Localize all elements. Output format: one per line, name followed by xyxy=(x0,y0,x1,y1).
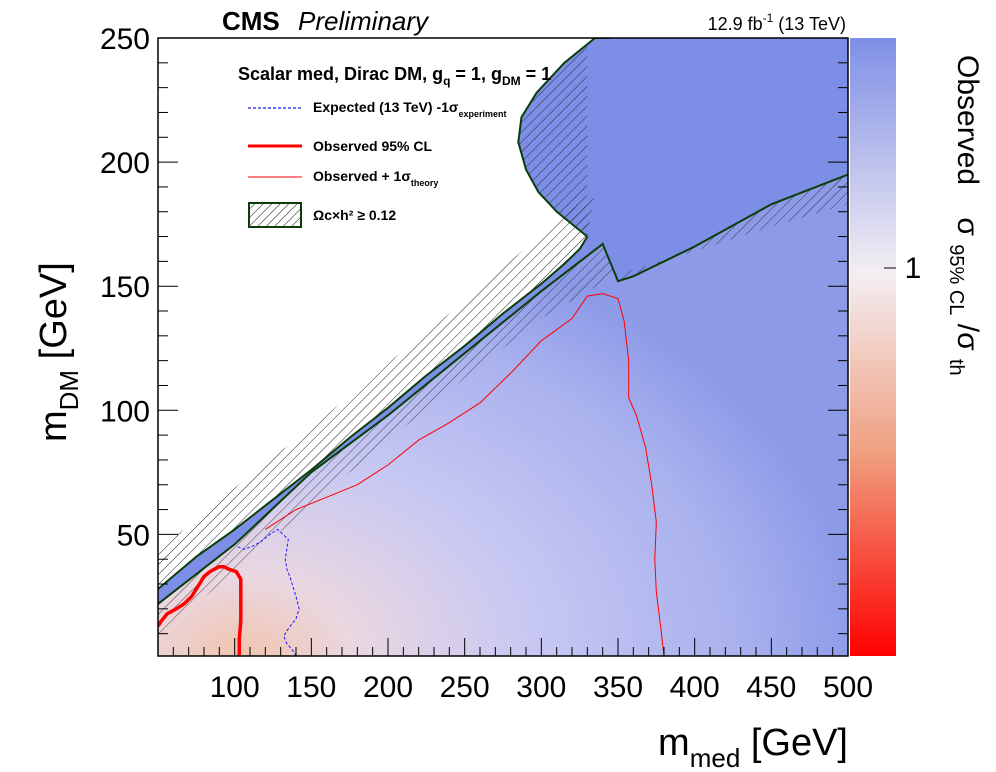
y-tick-label: 200 xyxy=(100,147,150,180)
y-tick-label: 50 xyxy=(117,519,150,552)
y-tick-label: 100 xyxy=(100,395,150,428)
x-tick-label: 500 xyxy=(823,671,873,704)
legend-entry-expected: Expected (13 TeV) -1σexperiment xyxy=(313,99,507,119)
legend-entry-relic: Ωc×h² ≥ 0.12 xyxy=(313,207,396,223)
x-tick-label: 300 xyxy=(516,671,566,704)
plot-frame xyxy=(157,37,849,657)
heatmap xyxy=(158,38,848,656)
legend-entry-observed: Observed 95% CL xyxy=(313,138,432,154)
legend-entry-theory: Observed + 1σtheory xyxy=(313,168,438,188)
color-palette xyxy=(850,38,896,656)
relic-band-lower xyxy=(158,174,848,637)
x-tick-label: 250 xyxy=(440,671,490,704)
observed-curve xyxy=(158,564,243,656)
y-axis-title: mDM [GeV] xyxy=(33,262,84,442)
z-label-sigma: σ xyxy=(951,217,984,236)
x-tick-label: 450 xyxy=(746,671,796,704)
relic-lower-boundary-high xyxy=(158,173,848,605)
experiment-label: CMS xyxy=(222,6,280,36)
y-tick-label: 150 xyxy=(100,271,150,304)
z-label-sub1: 95% CL xyxy=(945,244,967,315)
status-label: Preliminary xyxy=(298,6,430,36)
legend-title: Scalar med, Dirac DM, gq = 1, gDM = 1 xyxy=(238,64,551,88)
z-label-observed: Observed xyxy=(951,55,984,185)
legend-swatch-relic xyxy=(248,202,302,228)
svg-text:Observed σ 95% CL: Observed σ 95% CL /σ th xyxy=(943,55,984,376)
y-tick-label: 250 xyxy=(100,23,150,56)
observed-theory-curve xyxy=(265,293,665,656)
x-tick-label: 200 xyxy=(363,671,413,704)
palette-tick-label: 1 xyxy=(905,252,922,285)
z-axis-label: Observed σ 95% CL /σ th xyxy=(943,55,984,376)
x-axis-ticks: 100 150 200 250 300 350 400 450 500 xyxy=(157,638,873,704)
no-data-region xyxy=(158,38,611,589)
z-label-sub2: th xyxy=(945,359,967,376)
lumi-label: 12.9 fb-1 (13 TeV) xyxy=(708,11,846,34)
heatmap-light-region xyxy=(158,174,848,656)
svg-text:mDM [GeV]: mDM [GeV] xyxy=(33,262,84,442)
x-tick-label: 100 xyxy=(210,671,260,704)
legend: Scalar med, Dirac DM, gq = 1, gDM = 1 Ex… xyxy=(238,64,551,228)
contour-curves xyxy=(158,38,848,656)
relic-band-upper xyxy=(158,191,595,589)
relic-cap-boundary xyxy=(517,38,611,238)
x-tick-label: 350 xyxy=(593,671,643,704)
x-tick-label: 400 xyxy=(670,671,720,704)
x-tick-label: 150 xyxy=(286,671,336,704)
x-axis-title: mmed [GeV] xyxy=(658,722,848,772)
z-label-slash: /σ xyxy=(951,324,984,351)
relic-upper-boundary-low xyxy=(158,236,589,590)
y-axis-ticks: 50 100 150 200 250 xyxy=(100,23,848,635)
